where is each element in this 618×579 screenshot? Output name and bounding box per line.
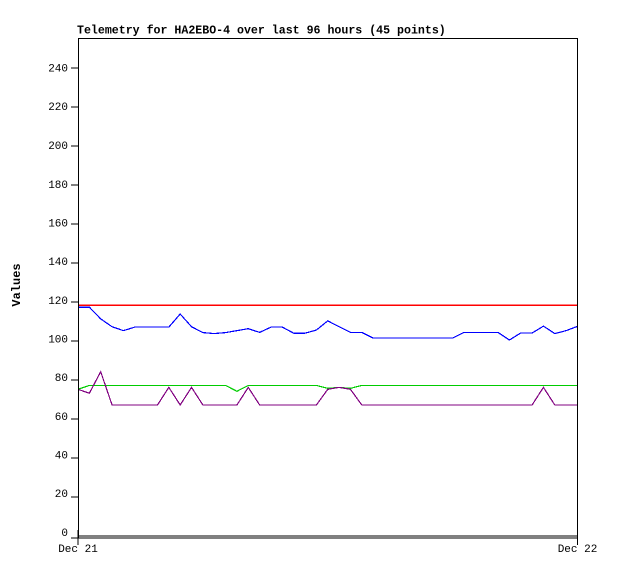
svg-text:240: 240 [48,64,68,76]
svg-text:120: 120 [48,296,68,308]
svg-text:Dec 22: Dec 22 [558,544,598,556]
svg-text:160: 160 [48,219,68,231]
svg-text:Telemetry for HA2EBO-4 over la: Telemetry for HA2EBO-4 over last 96 hour… [77,25,446,38]
svg-text:60: 60 [55,412,68,424]
svg-text:100: 100 [48,335,68,347]
svg-text:Values: Values [10,263,24,306]
svg-text:220: 220 [48,102,68,114]
svg-text:40: 40 [55,451,68,463]
svg-text:80: 80 [55,373,68,385]
svg-text:180: 180 [48,180,68,192]
svg-text:0: 0 [61,528,68,540]
svg-text:200: 200 [48,141,68,153]
svg-text:20: 20 [55,489,68,501]
svg-text:140: 140 [48,257,68,269]
svg-text:Dec 21: Dec 21 [58,544,98,556]
